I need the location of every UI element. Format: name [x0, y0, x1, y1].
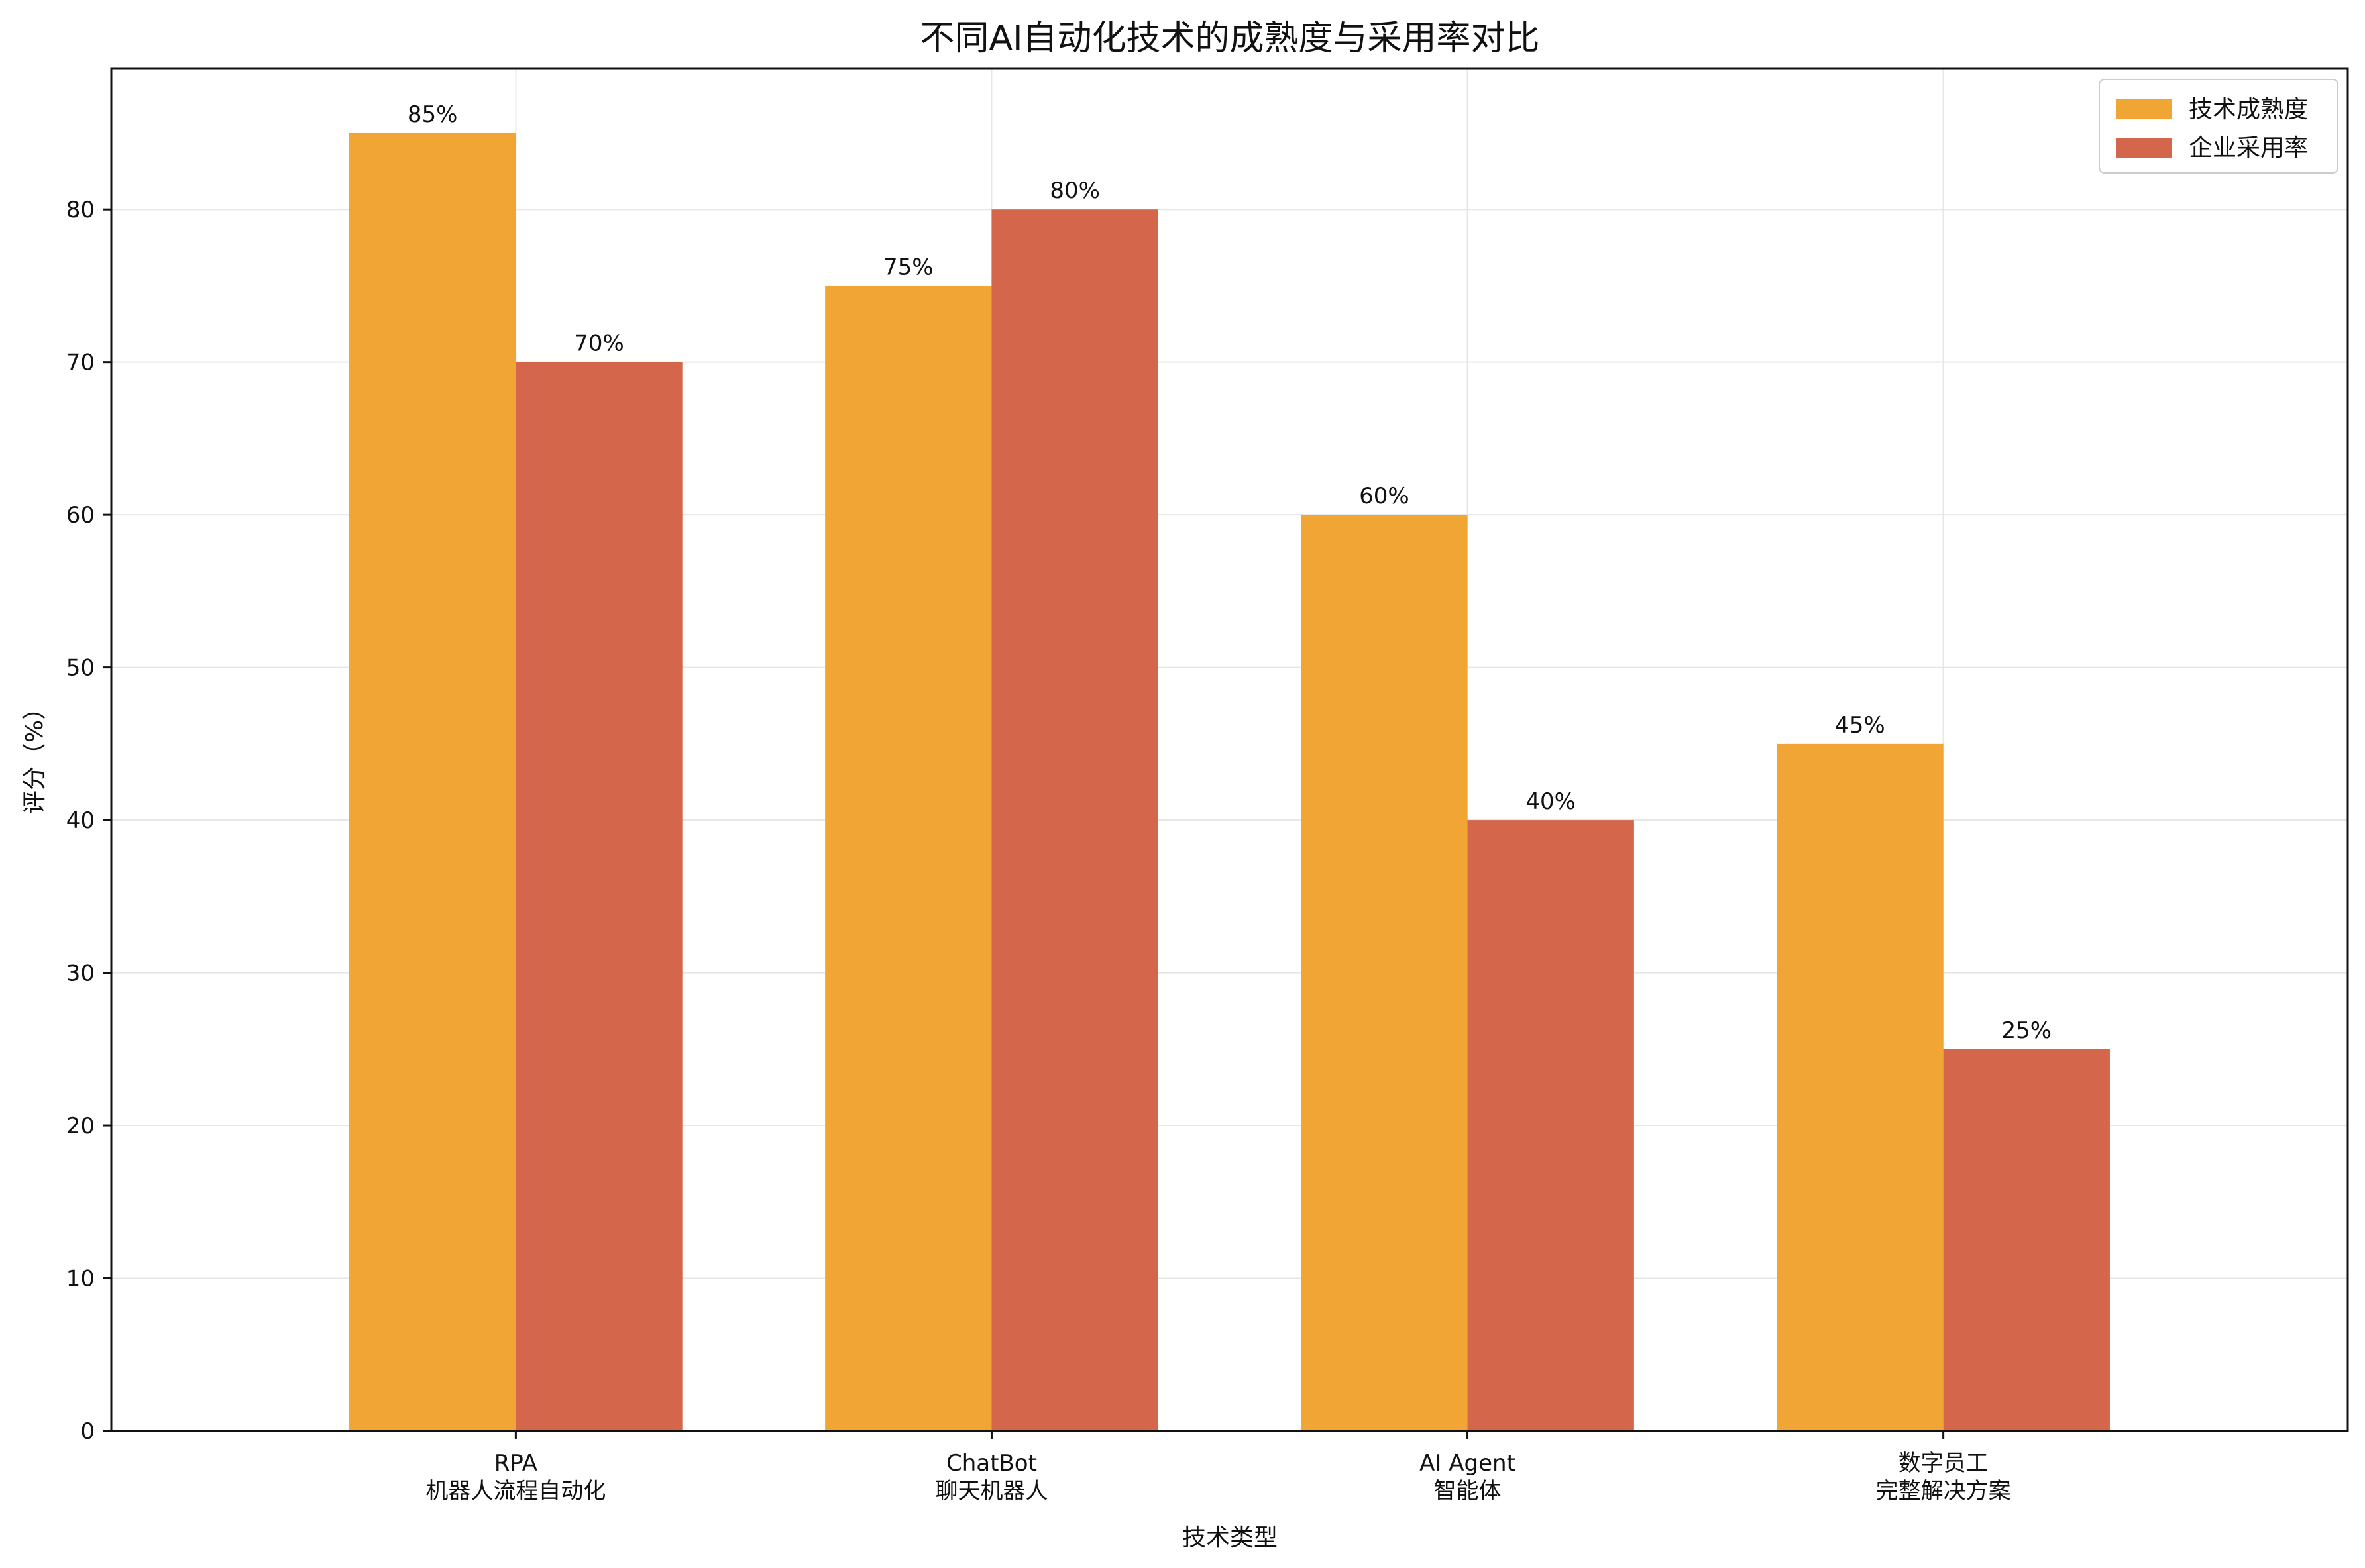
category-name: 数字员工: [1898, 1450, 1989, 1477]
adoption-value-label: 40%: [1525, 788, 1576, 815]
y-tick-label: 50: [66, 655, 95, 682]
y-tick-label: 60: [66, 502, 95, 529]
y-tick-label: 10: [66, 1266, 95, 1292]
adoption-value-label: 80%: [1050, 178, 1100, 204]
adoption-value-label: 70%: [574, 331, 624, 357]
y-tick-label: 30: [66, 961, 95, 987]
y-tick-label: 70: [66, 350, 95, 376]
x-axis-label: 技术类型: [1182, 1524, 1278, 1551]
chart-title: 不同AI自动化技术的成熟度与采用率对比: [920, 19, 1540, 58]
legend-adoption-swatch: [2116, 138, 2172, 158]
category-name: ChatBot: [946, 1450, 1037, 1477]
y-tick-label: 80: [66, 197, 95, 223]
plot-frame: [110, 67, 2349, 1432]
category-subtitle: 完整解决方案: [1876, 1478, 2011, 1504]
category-subtitle: 聊天机器人: [935, 1478, 1048, 1504]
maturity-bar: [1301, 515, 1468, 1432]
y-tick-label: 40: [66, 808, 95, 834]
maturity-value-label: 75%: [883, 254, 934, 280]
y-tick-label: 20: [66, 1113, 95, 1139]
plot-area: 85% 75% 60% 45% 70% 80% 40% 25% 0 10 20 30 40 50 60 70 8…: [66, 67, 2349, 1504]
maturity-value-label: 85%: [408, 101, 458, 128]
x-category-label: AI Agent 智能体: [1419, 1450, 1515, 1504]
maturity-bar: [825, 286, 992, 1431]
maturity-bar: [349, 132, 516, 1431]
category-name: RPA: [494, 1450, 537, 1477]
legend-maturity-label: 技术成熟度: [2189, 96, 2308, 123]
x-category-label: RPA 机器人流程自动化: [425, 1450, 606, 1504]
category-subtitle: 智能体: [1434, 1478, 1502, 1504]
adoption-bar: [1943, 1049, 2110, 1431]
x-category-label: ChatBot 聊天机器人: [935, 1450, 1048, 1504]
maturity-value-label: 60%: [1359, 483, 1409, 509]
adoption-bar: [1467, 820, 1634, 1431]
adoption-bar: [516, 362, 683, 1431]
category-name: AI Agent: [1419, 1450, 1515, 1477]
adoption-value-label: 25%: [2002, 1018, 2052, 1044]
legend-adoption-label: 企业采用率: [2189, 134, 2308, 162]
y-tick-label: 0: [80, 1418, 95, 1445]
y-axis-label: 评分（%）: [21, 696, 48, 814]
adoption-bar: [991, 209, 1158, 1432]
maturity-bar: [1777, 743, 1944, 1431]
legend-maturity-swatch: [2116, 99, 2172, 119]
category-subtitle: 机器人流程自动化: [425, 1478, 606, 1504]
x-category-label: 数字员工完整解决方案: [1876, 1450, 2011, 1504]
maturity-value-label: 45%: [1835, 712, 1885, 739]
